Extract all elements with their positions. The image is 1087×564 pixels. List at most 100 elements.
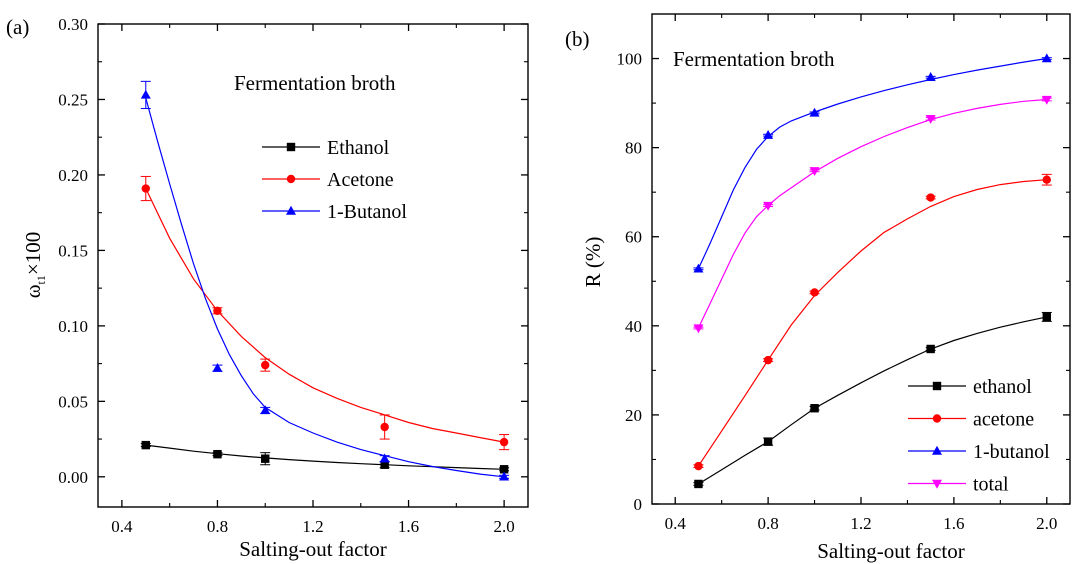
- x-tick-label: 0.4: [665, 514, 687, 533]
- series-acetone: [140, 175, 510, 451]
- data-point: [1042, 312, 1051, 322]
- data-point: [1042, 175, 1051, 184]
- x-tick-label: 2.0: [493, 517, 514, 536]
- data-point: [499, 465, 509, 474]
- series-1-butanol: [693, 53, 1052, 273]
- x-tick-label: 1.2: [850, 514, 871, 533]
- x-tick-label: 0.8: [207, 517, 228, 536]
- data-point: [141, 184, 150, 193]
- data-point: [810, 288, 819, 297]
- legend-entry: Ethanol: [262, 137, 390, 159]
- panel-label: (b): [565, 27, 590, 51]
- legend-entry: ethanol: [908, 376, 1032, 398]
- x-axis-title: Salting-out factor: [817, 539, 965, 563]
- y-tick-label: 0.25: [58, 90, 88, 109]
- data-point: [261, 360, 270, 370]
- series-1-butanol: [140, 80, 510, 481]
- y-tick-label: 0.00: [58, 468, 88, 487]
- series-total: [693, 95, 1052, 334]
- legend-label: Ethanol: [327, 137, 390, 159]
- y-tick-label: 20: [625, 406, 642, 425]
- data-point: [1041, 95, 1052, 105]
- plot-frame: [651, 13, 1071, 505]
- data-point: [213, 306, 222, 315]
- y-tick-label: 0.10: [58, 317, 88, 336]
- y-tick-label: 0.30: [58, 15, 88, 34]
- data-point: [213, 449, 222, 459]
- x-tick-label: 0.8: [757, 514, 778, 533]
- x-tick-label: 1.2: [302, 517, 323, 536]
- series-line: [697, 98, 1047, 329]
- data-point: [763, 355, 773, 365]
- series-ethanol: [140, 440, 510, 474]
- data-point: [212, 362, 223, 372]
- y-tick-label: 0.20: [58, 166, 88, 185]
- data-point: [260, 405, 271, 415]
- data-point: [810, 404, 819, 413]
- legend-marker: [932, 381, 942, 391]
- data-point: [141, 440, 150, 450]
- legend-marker: [286, 142, 296, 152]
- data-point: [926, 193, 935, 202]
- legend-marker: [286, 174, 296, 184]
- data-point: [261, 454, 270, 463]
- annotation: Fermentation broth: [234, 71, 396, 95]
- series-line: [697, 179, 1047, 467]
- data-point: [380, 422, 389, 432]
- x-tick-label: 1.6: [398, 517, 419, 536]
- series-acetone: [693, 173, 1052, 471]
- x-tick-label: 2.0: [1036, 514, 1057, 533]
- legend-entry: acetone: [908, 409, 1034, 431]
- data-point: [694, 461, 703, 471]
- x-tick-label: 1.6: [943, 514, 964, 533]
- y-axis-title: R (%): [581, 237, 605, 288]
- data-point: [763, 129, 774, 139]
- legend-marker: [932, 445, 942, 455]
- series-line: [145, 188, 505, 443]
- legend-entry: 1-Butanol: [262, 201, 407, 223]
- data-point: [499, 471, 510, 481]
- annotation: Fermentation broth: [673, 47, 835, 71]
- panel-a-chart: 0.4 0.8 1.2 1.6 2.0 0.00 0.05 0.10 0.15 0.20 0.25 0…: [6, 15, 529, 561]
- data-point: [809, 167, 820, 176]
- x-axis-title: Salting-out factor: [239, 537, 387, 561]
- data-point: [380, 460, 389, 469]
- y-tick-label: 0.15: [58, 241, 88, 260]
- legend-entry: 1-butanol: [908, 441, 1050, 463]
- legend-marker: [932, 414, 942, 423]
- y-tick-label: 100: [617, 50, 643, 69]
- data-point: [925, 114, 936, 124]
- y-tick-label: 0: [634, 495, 643, 514]
- data-point: [499, 437, 509, 447]
- legend-marker: [932, 479, 942, 489]
- data-point: [926, 344, 935, 354]
- legend-label: acetone: [973, 409, 1034, 431]
- y-tick-label: 0.05: [58, 392, 88, 411]
- data-point: [693, 324, 704, 334]
- data-point: [763, 201, 774, 211]
- series-line: [145, 444, 505, 470]
- data-point: [140, 89, 151, 99]
- legend-label: ethanol: [973, 376, 1032, 398]
- y-axis-title: ωt1×100: [21, 232, 48, 299]
- data-point: [763, 437, 773, 446]
- data-point: [693, 263, 704, 273]
- legend-label: 1-butanol: [973, 441, 1050, 463]
- series-line: [698, 316, 1047, 485]
- y-tick-label: 60: [625, 228, 642, 247]
- data-point: [809, 107, 820, 117]
- legend-marker: [286, 205, 296, 215]
- data-point: [379, 453, 390, 463]
- series-ethanol: [693, 311, 1052, 489]
- legend-entry: Acetone: [262, 169, 394, 191]
- y-tick-label: 40: [625, 317, 642, 336]
- data-point: [925, 72, 936, 81]
- x-tick-label: 0.4: [111, 517, 133, 536]
- data-point: [694, 479, 703, 489]
- y-tick-label: 80: [625, 139, 642, 158]
- legend-label: 1-Butanol: [327, 201, 407, 223]
- series-line: [697, 57, 1047, 270]
- data-point: [1041, 53, 1052, 63]
- legend-entry: total: [908, 474, 1009, 496]
